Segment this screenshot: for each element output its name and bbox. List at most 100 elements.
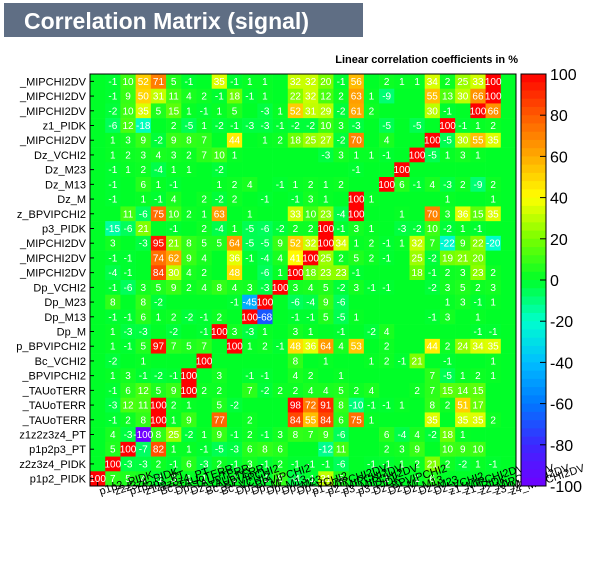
cell-value-label: 100 (470, 106, 487, 117)
heatmap-cell (485, 177, 502, 193)
cell-value-label: 100 (317, 239, 334, 250)
heatmap-cell (226, 324, 243, 340)
heatmap-cell (257, 74, 273, 90)
cell-value-label: -1 (367, 401, 376, 412)
cell-value-label: 2 (338, 253, 344, 264)
heatmap-cell (318, 471, 334, 487)
heatmap-cell (348, 147, 365, 163)
heatmap-cell (257, 412, 273, 428)
cell-value-label: -1 (245, 371, 254, 382)
palette-segment (521, 222, 546, 231)
heatmap-cell (135, 383, 152, 399)
heatmap-cell (409, 456, 426, 472)
cell-value-label: -3 (139, 459, 148, 470)
heatmap-cell (485, 265, 502, 281)
cell-value-label: 11 (336, 445, 347, 456)
cell-value-label: 2 (414, 386, 420, 397)
heatmap-cell (424, 206, 441, 222)
heatmap-cell (303, 324, 319, 340)
heatmap-cell (257, 294, 273, 310)
heatmap-cell (500, 353, 517, 369)
cell-value-label: 3 (308, 195, 314, 206)
cell-value-label: 70 (427, 209, 439, 220)
cell-value-label: 2 (247, 415, 253, 426)
heatmap-cell (409, 441, 426, 457)
heatmap-cell (470, 427, 486, 443)
cell-value-label: 18 (412, 268, 424, 279)
cell-value-label: 2 (490, 268, 496, 279)
cell-value-label: 35 (427, 415, 439, 426)
heatmap-cell (485, 456, 502, 472)
heatmap-cell (135, 280, 152, 296)
heatmap-cell (287, 353, 304, 369)
cell-value-label: 3 (293, 327, 299, 338)
heatmap-cell (257, 324, 273, 340)
cell-value-label: -1 (489, 459, 498, 470)
cell-value-label: 8 (338, 401, 344, 412)
row-label: _MIPCHI2DV (19, 135, 87, 147)
cell-value-label: 1 (369, 150, 375, 161)
cell-value-label: 9 (171, 136, 177, 147)
heatmap-cell (211, 221, 228, 237)
heatmap-cell (348, 206, 365, 222)
cell-value-label: 10 (214, 150, 226, 161)
cell-value-label: -2 (413, 224, 422, 235)
cell-value-label: 9 (277, 239, 283, 250)
heatmap-cell (105, 427, 121, 443)
heatmap-cell (394, 206, 410, 222)
cell-value-label: -3 (245, 121, 254, 132)
palette-segment (521, 436, 546, 446)
heatmap-cell (272, 280, 289, 296)
heatmap-cell (150, 265, 167, 281)
heatmap-cell (211, 441, 228, 457)
heatmap-cell (303, 397, 319, 413)
cell-value-label: -1 (306, 459, 315, 470)
cell-value-label: 6 (399, 180, 405, 191)
heatmap-cell (211, 456, 228, 472)
heatmap-cell (409, 103, 426, 119)
heatmap-cell (470, 309, 486, 325)
palette-tick-label: -80 (550, 438, 573, 455)
palette-tick-label: -100 (550, 479, 582, 496)
cell-value-label: 100 (211, 327, 228, 338)
heatmap-cell (105, 324, 121, 340)
row-label: z_BPVIPCHI2 (17, 209, 86, 221)
heatmap-cell (211, 280, 228, 296)
heatmap-cell (500, 280, 517, 296)
heatmap-cell (105, 118, 121, 134)
cell-value-label: 1 (399, 459, 405, 470)
cell-value-label: -15 (106, 224, 121, 235)
heatmap-cell (181, 206, 197, 222)
heatmap-cell (242, 294, 258, 310)
heatmap-cell (226, 353, 243, 369)
heatmap-cell (333, 162, 349, 178)
palette-segment (521, 74, 546, 83)
palette-segment (521, 230, 546, 240)
cell-value-label: 1 (110, 150, 116, 161)
heatmap-cell (409, 132, 426, 148)
cell-value-label: 35 (488, 209, 500, 220)
cell-value-label: 18 (442, 430, 454, 441)
cell-value-label: -1 (291, 195, 300, 206)
heatmap-cell (455, 280, 471, 296)
heatmap-cell (379, 265, 395, 281)
heatmap-cell (439, 456, 456, 472)
heatmap-cell (394, 309, 410, 325)
heatmap-cell (135, 235, 152, 251)
cell-value-label: 1 (262, 327, 268, 338)
heatmap-cell (379, 309, 395, 325)
cell-value-label: -3 (321, 150, 330, 161)
cell-value-label: 2 (445, 268, 451, 279)
cell-value-label: -5 (413, 121, 422, 132)
heatmap-cell (470, 177, 486, 193)
cell-value-label: 63 (351, 92, 363, 103)
cell-value-label: 71 (153, 77, 165, 88)
cell-value-label: 2 (201, 386, 207, 397)
heatmap-cell (394, 324, 410, 340)
palette-segment (521, 288, 546, 297)
heatmap-cell (363, 206, 380, 222)
cell-value-label: 1 (399, 239, 405, 250)
cell-value-label: -1 (200, 445, 209, 456)
heatmap-cell (485, 88, 502, 104)
heatmap-cell (303, 294, 319, 310)
